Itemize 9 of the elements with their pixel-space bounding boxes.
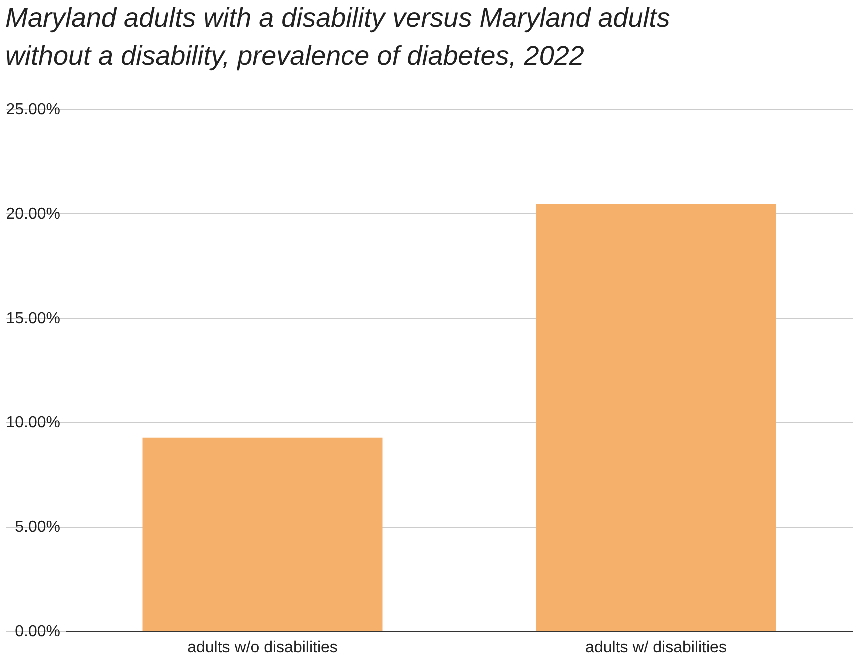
x-tick-label: adults w/o disabilities	[188, 640, 338, 656]
y-tick-label: 15.00%	[6, 310, 60, 328]
chart-title: Maryland adults with a disability versus Maryland adults without a disability, prevalence of diabetes, 2022	[6, 3, 670, 71]
y-tick-label: 10.00%	[6, 414, 60, 432]
y-tick-label: 25.00%	[6, 102, 60, 118]
y-tick-label: 20.00%	[6, 206, 60, 223]
y-tick-label: 5.00%	[15, 519, 60, 536]
y-tick-label: 0.00%	[15, 624, 60, 640]
x-tick-label: adults w/ disabilities	[586, 640, 727, 656]
